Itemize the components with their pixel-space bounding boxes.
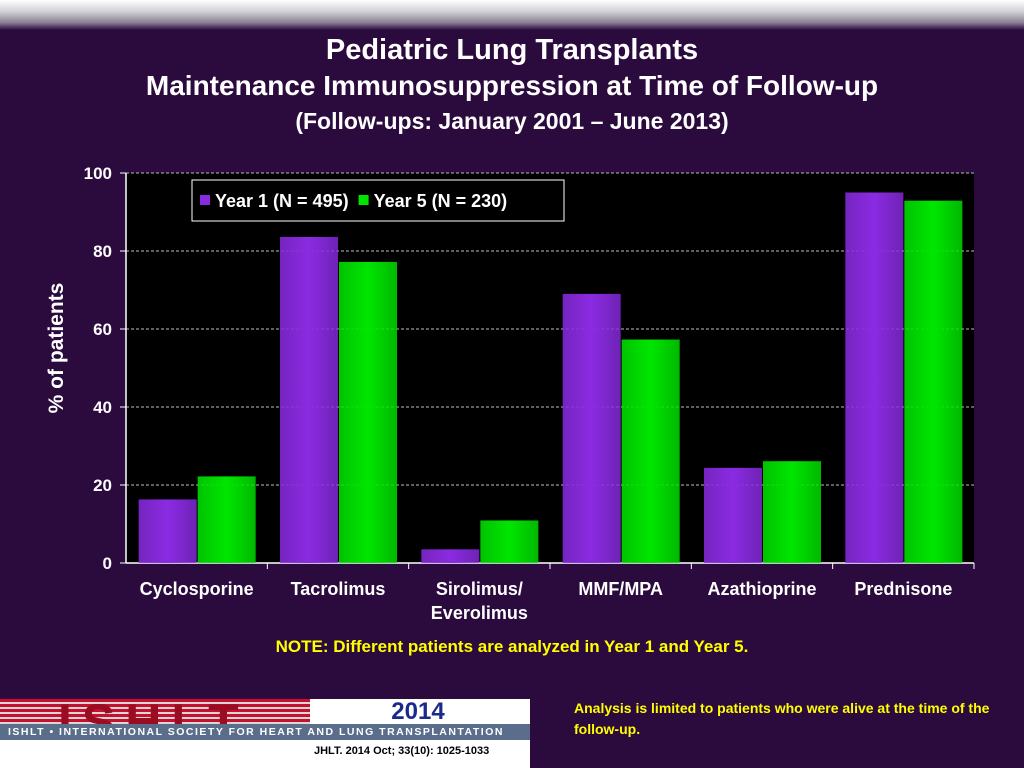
- legend-swatch: [358, 195, 369, 205]
- plot-area: [126, 173, 974, 563]
- chart-subtitle: Maintenance Immunosuppression at Time of…: [145, 70, 879, 101]
- analysis-limitation-note: Analysis is limited to patients who were…: [574, 700, 990, 737]
- bar-year1: [845, 192, 904, 563]
- y-axis-label: % of patients: [45, 283, 68, 414]
- y-tick-label: 60: [93, 320, 112, 339]
- bar-year1: [280, 236, 338, 563]
- bar-year1: [138, 499, 197, 563]
- bar-year5: [763, 461, 821, 563]
- bar-year1: [421, 549, 480, 563]
- analysis-note-top: NOTE: Different patients are analyzed in…: [275, 637, 749, 656]
- x-tick-label: Everolimus: [431, 603, 528, 623]
- bar-year5: [339, 261, 397, 563]
- x-tick-label: Tacrolimus: [291, 579, 386, 599]
- legend-label: Year 5 (N = 230): [374, 191, 508, 211]
- x-tick-label: Cyclosporine: [140, 579, 254, 599]
- ishlt-tagline: ISHLT • INTERNATIONAL SOCIETY FOR HEART …: [0, 724, 530, 740]
- title-block: Pediatric Lung Transplants Maintenance I…: [0, 30, 1024, 138]
- journal-citation: JHLT. 2014 Oct; 33(10): 1025-1033: [314, 745, 490, 757]
- top-gradient-band: [0, 0, 1024, 30]
- bar-chart: 0 20 40 60 80 100 % of patients Cyclosporine Tac…: [45, 164, 975, 623]
- legend-swatch: [200, 195, 210, 205]
- y-tick-label: 0: [103, 554, 112, 573]
- bar-year1: [704, 467, 762, 563]
- legend-box: [191, 179, 565, 222]
- chart-title: Pediatric Lung Transplants: [325, 34, 699, 66]
- bar-year5: [197, 476, 256, 563]
- y-tick-label: 40: [93, 398, 112, 417]
- x-tick-label: Prednisone: [854, 579, 952, 599]
- x-tick-label: Sirolimus/: [436, 579, 523, 599]
- y-tick-label: 100: [84, 164, 112, 183]
- bar-year5: [904, 200, 963, 563]
- bar-year5: [480, 520, 539, 563]
- chart-date-range: (Follow-ups: January 2001 – June 2013): [295, 108, 729, 134]
- x-tick-label: Azathioprine: [707, 579, 816, 599]
- y-tick-label: 80: [93, 242, 112, 261]
- x-tick-label: MMF/MPA: [578, 579, 663, 599]
- y-tick-label: 20: [93, 476, 112, 495]
- legend-label: Year 1 (N = 495): [215, 191, 349, 211]
- report-year: 2014: [391, 698, 445, 725]
- bar-year5: [621, 339, 680, 563]
- bar-year1: [562, 293, 621, 563]
